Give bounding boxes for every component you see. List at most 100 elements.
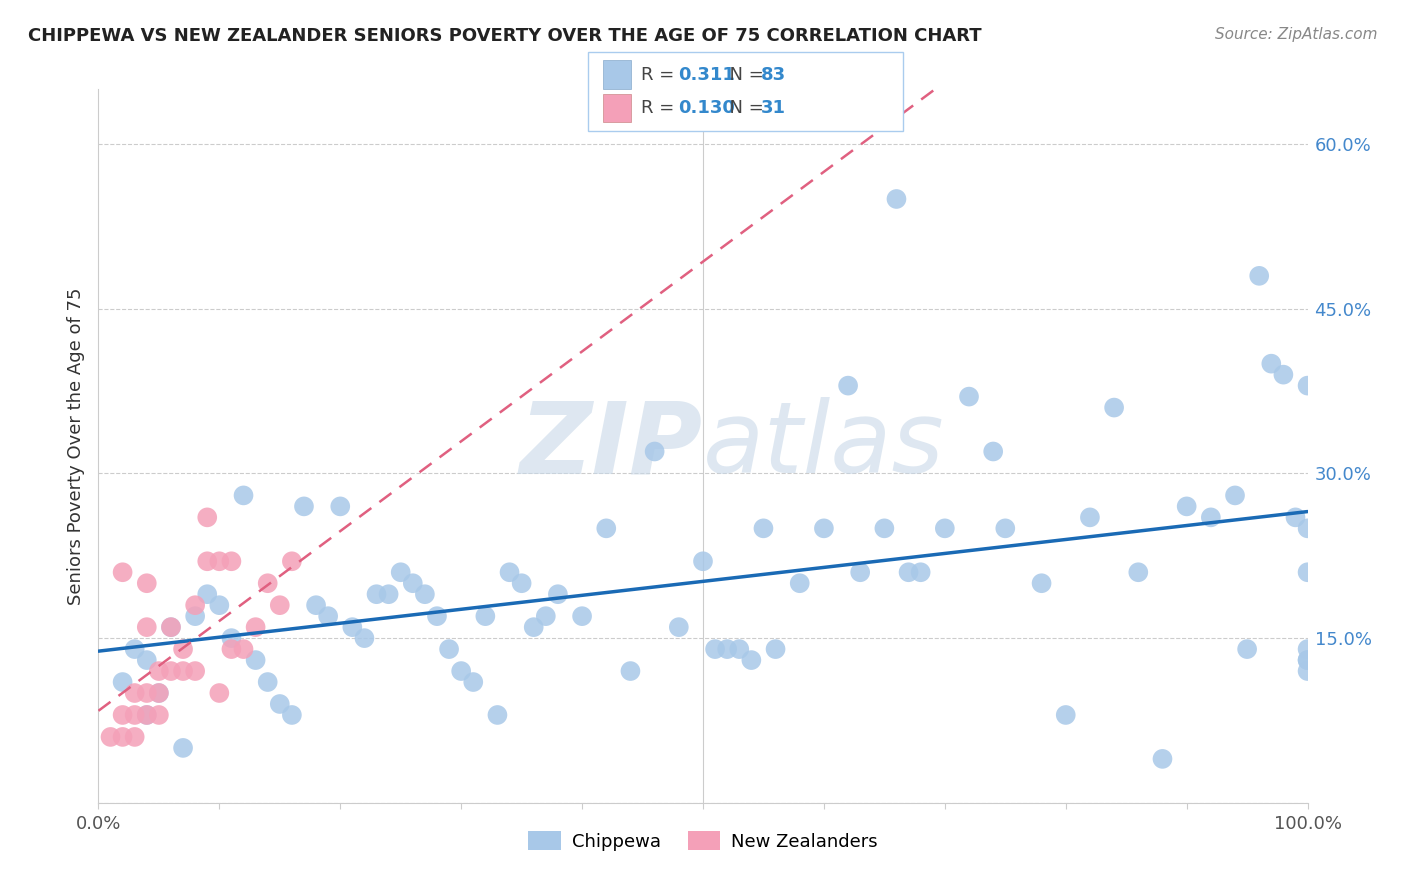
Point [692,554,714,568]
Point [402,576,425,591]
Point [1272,368,1295,382]
Point [981,444,1004,458]
Point [994,521,1017,535]
Text: ZIP: ZIP [520,398,703,494]
Point [426,609,449,624]
Point [281,708,304,723]
Point [1296,642,1319,657]
Point [849,566,872,580]
Point [148,708,170,723]
Point [1296,521,1319,535]
Point [256,576,278,591]
Point [172,740,194,755]
Point [752,521,775,535]
Point [1296,664,1319,678]
Point [644,444,666,458]
Text: 0.311: 0.311 [678,66,734,84]
Point [704,642,727,657]
Point [221,631,243,645]
Point [124,686,146,700]
Point [619,664,641,678]
Point [316,609,339,624]
Text: 83: 83 [761,66,786,84]
Point [135,653,157,667]
Point [463,675,485,690]
Point [245,653,267,667]
Point [534,609,557,624]
Point [486,708,509,723]
Point [716,642,738,657]
Point [1223,488,1246,502]
Point [728,642,751,657]
Text: CHIPPEWA VS NEW ZEALANDER SENIORS POVERTY OVER THE AGE OF 75 CORRELATION CHART: CHIPPEWA VS NEW ZEALANDER SENIORS POVERT… [28,27,981,45]
Point [208,598,231,612]
Point [353,631,375,645]
Point [450,664,472,678]
Point [195,554,218,568]
Point [1236,642,1258,657]
Point [195,587,218,601]
Point [813,521,835,535]
Point [886,192,908,206]
Y-axis label: Seniors Poverty Over the Age of 75: Seniors Poverty Over the Age of 75 [66,287,84,605]
Point [172,642,194,657]
Point [329,500,352,514]
Point [571,609,593,624]
Point [148,686,170,700]
Text: R =: R = [641,99,681,117]
Point [377,587,399,601]
Point [111,730,134,744]
Point [135,576,157,591]
Point [1078,510,1101,524]
Point [135,708,157,723]
Point [100,730,122,744]
Point [232,488,254,502]
Point [789,576,811,591]
Text: 31: 31 [761,99,786,117]
Point [1102,401,1125,415]
Point [160,620,183,634]
Point [111,675,134,690]
Point [195,510,218,524]
Text: N =: N = [718,66,770,84]
Point [232,642,254,657]
Point [135,620,157,634]
Point [547,587,569,601]
Point [184,664,207,678]
Text: 0.130: 0.130 [678,99,734,117]
Point [281,554,304,568]
Point [668,620,690,634]
Point [160,620,183,634]
Point [160,664,183,678]
Point [510,576,533,591]
Point [1128,566,1150,580]
Point [1296,378,1319,392]
Point [1175,500,1198,514]
Point [837,378,859,392]
Point [957,390,980,404]
Point [148,686,170,700]
Point [366,587,388,601]
Point [124,730,146,744]
Point [292,500,315,514]
Point [498,566,520,580]
Point [135,686,157,700]
Point [305,598,328,612]
Point [1296,653,1319,667]
Point [269,598,291,612]
Point [934,521,956,535]
Point [523,620,546,634]
Point [111,708,134,723]
Point [124,708,146,723]
Point [1054,708,1077,723]
Point [184,609,207,624]
Point [437,642,460,657]
Point [124,642,146,657]
Point [1249,268,1271,283]
Point [595,521,617,535]
Text: Source: ZipAtlas.com: Source: ZipAtlas.com [1215,27,1378,42]
Point [256,675,278,690]
Point [474,609,496,624]
Point [208,686,231,700]
Text: atlas: atlas [703,398,945,494]
